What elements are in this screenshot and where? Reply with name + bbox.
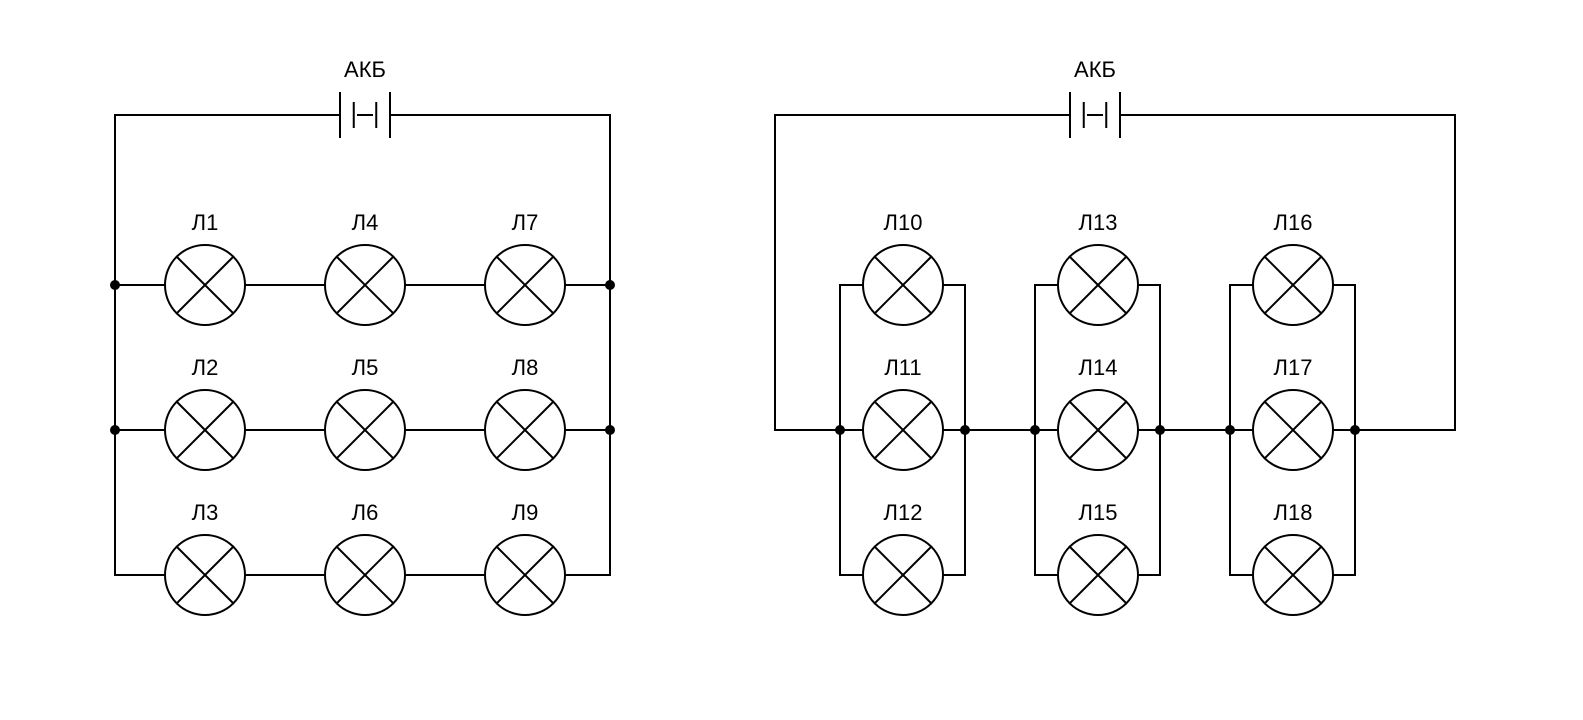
lamp-symbol: Л4: [325, 210, 405, 325]
lamp-symbol: Л2: [165, 355, 245, 470]
junction-node: [1030, 425, 1040, 435]
lamp-label: Л2: [192, 355, 219, 380]
lamp-symbol: Л18: [1253, 500, 1333, 615]
circuit-left: АКБ Л1 Л4 Л7 Л2 Л5 Л8 Л3 Л6 Л9: [110, 57, 615, 615]
lamp-symbol: Л7: [485, 210, 565, 325]
lamp-label: Л16: [1274, 210, 1313, 235]
lamp-label: Л13: [1079, 210, 1118, 235]
lamp-symbol: Л12: [863, 500, 943, 615]
lamp-label: Л9: [512, 500, 539, 525]
circuit-right: АКБ Л10 Л11 Л12 Л13 Л14 Л15 Л16 Л17 Л18: [775, 57, 1455, 615]
junction-node: [605, 425, 615, 435]
lamp-label: Л5: [352, 355, 379, 380]
lamp-symbol: Л3: [165, 500, 245, 615]
battery-symbol: АКБ: [1070, 57, 1120, 137]
lamp-symbol: Л11: [863, 355, 943, 470]
lamp-label: Л4: [352, 210, 379, 235]
junction-node: [110, 280, 120, 290]
lamp-symbol: Л17: [1253, 355, 1333, 470]
lamp-label: Л7: [512, 210, 539, 235]
circuit-diagram: АКБ Л1 Л4 Л7 Л2 Л5 Л8 Л3 Л6 Л9 АКБ Л10 Л11 Л12 Л13 Л14 Л…: [0, 0, 1583, 720]
battery-symbol: АКБ: [340, 57, 390, 137]
lamp-label: Л18: [1274, 500, 1313, 525]
lamp-label: Л15: [1079, 500, 1118, 525]
lamp-symbol: Л9: [485, 500, 565, 615]
lamp-label: Л1: [192, 210, 219, 235]
lamp-label: Л6: [352, 500, 379, 525]
junction-node: [605, 280, 615, 290]
lamp-symbol: Л15: [1058, 500, 1138, 615]
junction-node: [1225, 425, 1235, 435]
lamp-label: Л8: [512, 355, 539, 380]
lamp-label: Л14: [1079, 355, 1118, 380]
lamp-label: Л17: [1274, 355, 1313, 380]
junction-node: [110, 425, 120, 435]
lamp-label: Л12: [884, 500, 923, 525]
lamp-symbol: Л10: [863, 210, 943, 325]
lamp-symbol: Л8: [485, 355, 565, 470]
lamp-symbol: Л6: [325, 500, 405, 615]
junction-node: [1155, 425, 1165, 435]
lamp-label: Л10: [884, 210, 923, 235]
lamp-label: Л3: [192, 500, 219, 525]
battery-label: АКБ: [1074, 57, 1116, 82]
lamp-symbol: Л1: [165, 210, 245, 325]
junction-node: [835, 425, 845, 435]
junction-node: [1350, 425, 1360, 435]
lamp-symbol: Л5: [325, 355, 405, 470]
battery-label: АКБ: [344, 57, 386, 82]
junction-node: [960, 425, 970, 435]
lamp-label: Л11: [884, 355, 921, 380]
lamp-symbol: Л13: [1058, 210, 1138, 325]
lamp-symbol: Л16: [1253, 210, 1333, 325]
lamp-symbol: Л14: [1058, 355, 1138, 470]
